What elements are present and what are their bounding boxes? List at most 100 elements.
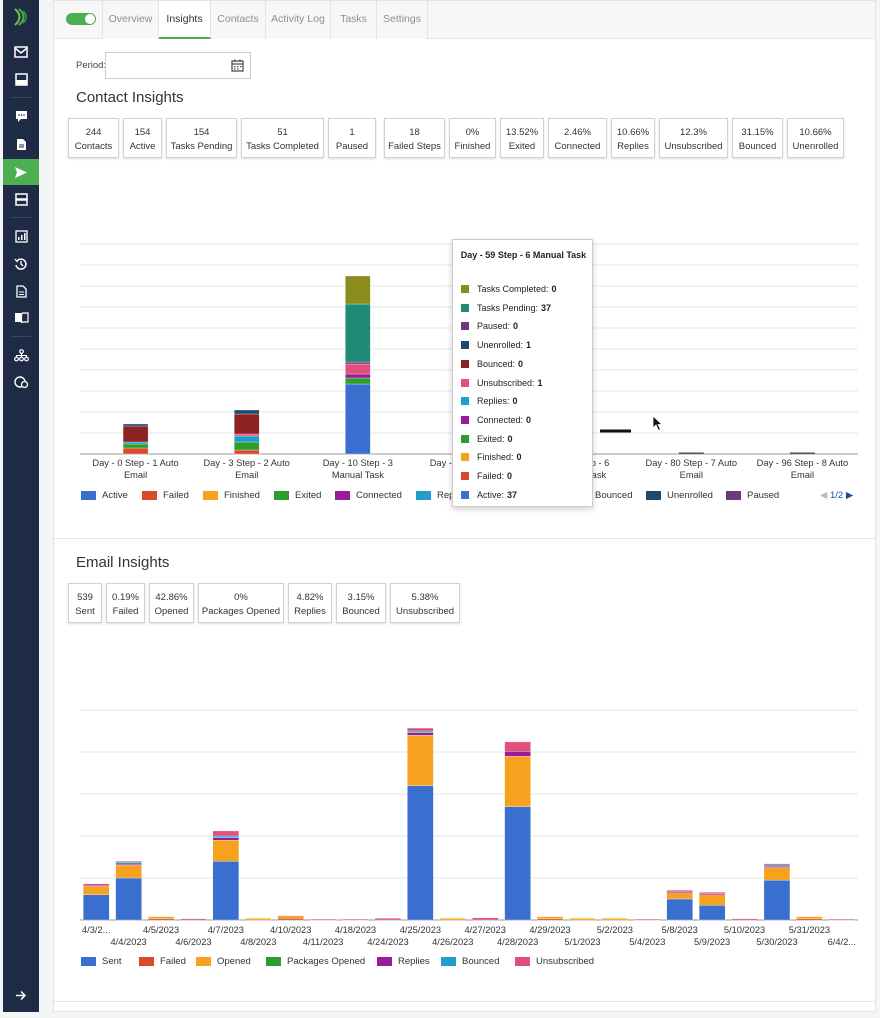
bar-segment-unsubscribed[interactable] <box>342 919 369 921</box>
bar-segment-opened[interactable] <box>115 865 142 879</box>
sidebar-item-documents[interactable] <box>3 131 39 157</box>
bar-segment-bounced[interactable] <box>234 413 260 435</box>
legend-item-opened[interactable]: Opened <box>196 956 251 967</box>
legend-item-replies[interactable]: Replies <box>377 956 430 967</box>
legend-item-sent[interactable]: Sent <box>81 956 122 967</box>
bar-segment-sent[interactable] <box>504 806 531 921</box>
tab-settings[interactable]: Settings <box>377 1 428 39</box>
bar-segment-bounced[interactable] <box>763 864 791 867</box>
bar-segment-unsubscribed[interactable] <box>634 919 661 921</box>
legend-item-unsubscribed[interactable]: Unsubscribed <box>515 956 594 967</box>
legend-item-packages-opened[interactable]: Packages Opened <box>266 956 365 967</box>
bar-segment-bounced[interactable] <box>212 835 240 838</box>
bar-segment-opened[interactable] <box>666 892 693 900</box>
bar-segment-opened[interactable] <box>83 886 110 895</box>
bar-segment-active[interactable] <box>345 383 371 455</box>
bar-segment-opened[interactable] <box>796 916 823 919</box>
sidebar-item-library[interactable] <box>3 305 39 331</box>
bar-segment-replies[interactable] <box>666 891 693 893</box>
bar-segment-unsubscribed[interactable] <box>698 892 726 894</box>
bar-segment-opened[interactable] <box>601 918 629 921</box>
bar-segment-connected[interactable] <box>345 373 371 379</box>
bar-segment-unenrolled[interactable] <box>122 423 149 427</box>
legend-item-connected[interactable]: Connected <box>335 490 402 501</box>
bar-segment-sent[interactable] <box>115 877 142 921</box>
bar-segment-unsubscribed[interactable] <box>115 861 142 863</box>
bar-segment-sent[interactable] <box>763 879 791 921</box>
sidebar-item-templates[interactable] <box>3 278 39 304</box>
bar-segment-opened[interactable] <box>439 918 466 921</box>
sidebar-item-inbox[interactable] <box>3 66 39 92</box>
bar-segment-opened[interactable] <box>212 840 240 862</box>
pager-prev-icon[interactable]: ◀ <box>820 490 828 501</box>
legend-pager[interactable]: ◀ 1/2 ▶ <box>820 490 853 501</box>
bar-segment-unsubscribed[interactable] <box>374 918 402 921</box>
pager-next-icon[interactable]: ▶ <box>845 490 854 501</box>
legend-item-failed[interactable]: Failed <box>142 490 189 501</box>
calendar-icon[interactable] <box>231 59 244 72</box>
bar-segment-unsubscribed[interactable] <box>504 741 531 752</box>
period-date-field[interactable] <box>105 52 251 79</box>
bar-segment-failed[interactable] <box>234 449 260 455</box>
legend-item-paused[interactable]: Paused <box>726 490 779 501</box>
tab-contacts[interactable]: Contacts <box>211 1 266 39</box>
legend-item-unenrolled[interactable]: Unenrolled <box>646 490 713 501</box>
legend-item-finished[interactable]: Finished <box>203 490 260 501</box>
bar-segment-unsubscribed[interactable] <box>180 918 207 921</box>
bar-segment-replies[interactable] <box>698 893 726 895</box>
sequence-active-toggle[interactable] <box>66 13 96 25</box>
bar-segment-opened[interactable] <box>504 756 531 807</box>
legend-item-exited[interactable]: Exited <box>274 490 321 501</box>
bar-segment-replies[interactable] <box>83 884 110 887</box>
bar-segment-opened[interactable] <box>245 918 272 921</box>
bar-segment-failed[interactable] <box>147 918 175 921</box>
bar-segment-sent[interactable] <box>212 861 240 921</box>
sidebar-item-reports[interactable] <box>3 223 39 249</box>
legend-item-bounced[interactable]: Bounced <box>441 956 500 967</box>
bar-segment-opened[interactable] <box>536 916 564 919</box>
bar-segment-sent[interactable] <box>698 905 726 921</box>
legend-item-failed[interactable]: Failed <box>139 956 186 967</box>
bar-segment-opened[interactable] <box>763 867 791 881</box>
bar-segment-unsubscribed[interactable] <box>309 919 337 921</box>
bar-segment-bounced[interactable] <box>407 730 434 733</box>
sidebar-item-workflows[interactable] <box>3 342 39 368</box>
bar-segment-unsubscribed[interactable] <box>212 830 240 837</box>
tab-activity-log[interactable]: Activity Log <box>266 1 331 39</box>
bar-segment-unsubscribed[interactable] <box>407 727 434 732</box>
tab-overview[interactable]: Overview <box>102 1 159 39</box>
bar-segment-failed[interactable] <box>122 447 149 455</box>
bar-segment-unsubscribed[interactable] <box>83 883 110 886</box>
sidebar-item-settings-circles[interactable] <box>3 369 39 395</box>
sidebar-item-history[interactable] <box>3 251 39 277</box>
bar-segment-bounced[interactable] <box>115 862 142 865</box>
bar-segment-tasks-pending[interactable] <box>345 303 371 363</box>
bar-segment-unsubscribed[interactable] <box>345 363 371 375</box>
bar-segment-replies[interactable] <box>212 837 240 841</box>
bar-segment-bounced[interactable] <box>122 425 149 443</box>
bar-segment-tasks-completed[interactable] <box>345 275 371 305</box>
bar-segment-replies[interactable] <box>122 441 149 445</box>
bar-segment-opened[interactable] <box>569 918 596 921</box>
bar-segment-unsubscribed[interactable] <box>828 919 855 921</box>
bar-segment-sent[interactable] <box>666 898 693 921</box>
bar-segment-replies[interactable] <box>234 435 260 443</box>
bar-segment-opened[interactable] <box>277 915 304 919</box>
bar-segment-unsubscribed[interactable] <box>666 890 693 892</box>
bar-segment-opened[interactable] <box>147 916 175 919</box>
sidebar-item-sequences[interactable] <box>3 159 39 185</box>
sidebar-item-records[interactable] <box>3 186 39 212</box>
bar-segment-unsubscribed[interactable] <box>234 433 260 437</box>
legend-item-active[interactable]: Active <box>81 490 128 501</box>
bar-segment-replies[interactable] <box>407 732 434 736</box>
bar-segment-exited[interactable] <box>345 377 371 385</box>
tab-tasks[interactable]: Tasks <box>331 1 377 39</box>
bar-segment-replies[interactable] <box>504 751 531 757</box>
bar-segment-sent[interactable] <box>407 785 434 921</box>
sidebar-expand-button[interactable] <box>3 982 39 1008</box>
sidebar-item-mail[interactable] <box>3 39 39 65</box>
bar-segment-exited[interactable] <box>234 441 260 451</box>
bar-segment-failed[interactable] <box>536 918 564 921</box>
bar-segment-replies[interactable] <box>763 866 791 868</box>
bar-segment-exited[interactable] <box>122 443 149 449</box>
